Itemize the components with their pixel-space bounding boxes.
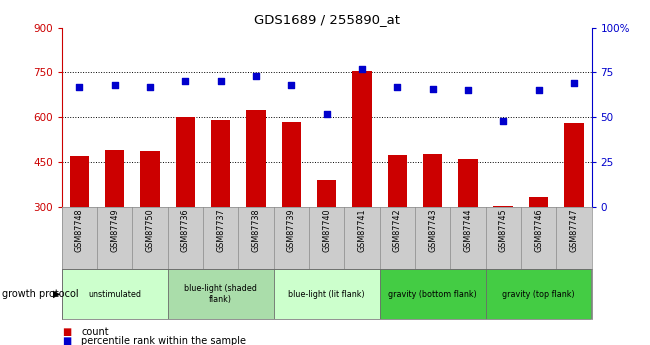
Bar bbox=[352, 71, 372, 207]
Title: GDS1689 / 255890_at: GDS1689 / 255890_at bbox=[254, 13, 400, 27]
Text: growth protocol: growth protocol bbox=[2, 289, 79, 299]
Text: GSM87738: GSM87738 bbox=[252, 209, 261, 252]
Bar bbox=[493, 206, 513, 207]
Point bbox=[427, 86, 437, 91]
Point bbox=[215, 79, 226, 84]
Point bbox=[392, 84, 402, 90]
Bar bbox=[105, 150, 124, 207]
Text: unstimulated: unstimulated bbox=[88, 289, 141, 299]
FancyBboxPatch shape bbox=[380, 269, 486, 319]
Text: GSM87750: GSM87750 bbox=[146, 209, 155, 253]
Bar bbox=[211, 120, 230, 207]
Bar bbox=[317, 180, 336, 207]
Point bbox=[251, 73, 261, 79]
Text: GSM87747: GSM87747 bbox=[569, 209, 578, 253]
Text: GSM87748: GSM87748 bbox=[75, 209, 84, 252]
Point bbox=[180, 79, 190, 84]
Text: GSM87740: GSM87740 bbox=[322, 209, 331, 252]
Text: GSM87741: GSM87741 bbox=[358, 209, 367, 252]
FancyBboxPatch shape bbox=[274, 269, 380, 319]
Bar bbox=[246, 110, 266, 207]
Text: ▶: ▶ bbox=[53, 289, 61, 299]
Point bbox=[569, 80, 579, 86]
Point bbox=[498, 118, 508, 124]
Bar bbox=[176, 117, 195, 207]
Text: GSM87742: GSM87742 bbox=[393, 209, 402, 253]
FancyBboxPatch shape bbox=[486, 269, 592, 319]
Text: gravity (bottom flank): gravity (bottom flank) bbox=[388, 289, 477, 299]
Point bbox=[109, 82, 120, 88]
Text: GSM87736: GSM87736 bbox=[181, 209, 190, 252]
Text: GSM87749: GSM87749 bbox=[111, 209, 119, 253]
Text: GSM87745: GSM87745 bbox=[499, 209, 508, 253]
Text: GSM87744: GSM87744 bbox=[463, 209, 473, 252]
Point bbox=[286, 82, 296, 88]
Text: GSM87746: GSM87746 bbox=[534, 209, 543, 252]
Bar bbox=[458, 159, 478, 207]
Bar bbox=[140, 151, 160, 207]
Text: GSM87737: GSM87737 bbox=[216, 209, 225, 253]
Text: GSM87739: GSM87739 bbox=[287, 209, 296, 253]
Text: count: count bbox=[81, 327, 109, 337]
Point bbox=[533, 88, 543, 93]
FancyBboxPatch shape bbox=[62, 269, 168, 319]
Point bbox=[357, 66, 367, 72]
Text: percentile rank within the sample: percentile rank within the sample bbox=[81, 336, 246, 345]
Bar bbox=[564, 123, 584, 207]
Point bbox=[74, 84, 85, 90]
Bar bbox=[70, 156, 89, 207]
Text: blue-light (shaded
flank): blue-light (shaded flank) bbox=[184, 284, 257, 304]
Text: gravity (top flank): gravity (top flank) bbox=[502, 289, 575, 299]
Point bbox=[463, 88, 473, 93]
Bar bbox=[387, 155, 407, 207]
Text: ■: ■ bbox=[62, 327, 71, 337]
Bar bbox=[423, 154, 442, 207]
Point bbox=[145, 84, 155, 90]
Text: blue-light (lit flank): blue-light (lit flank) bbox=[289, 289, 365, 299]
Bar bbox=[281, 122, 301, 207]
FancyBboxPatch shape bbox=[168, 269, 274, 319]
Bar bbox=[529, 197, 548, 207]
Text: ■: ■ bbox=[62, 336, 71, 345]
Text: GSM87743: GSM87743 bbox=[428, 209, 437, 252]
Point bbox=[321, 111, 332, 117]
